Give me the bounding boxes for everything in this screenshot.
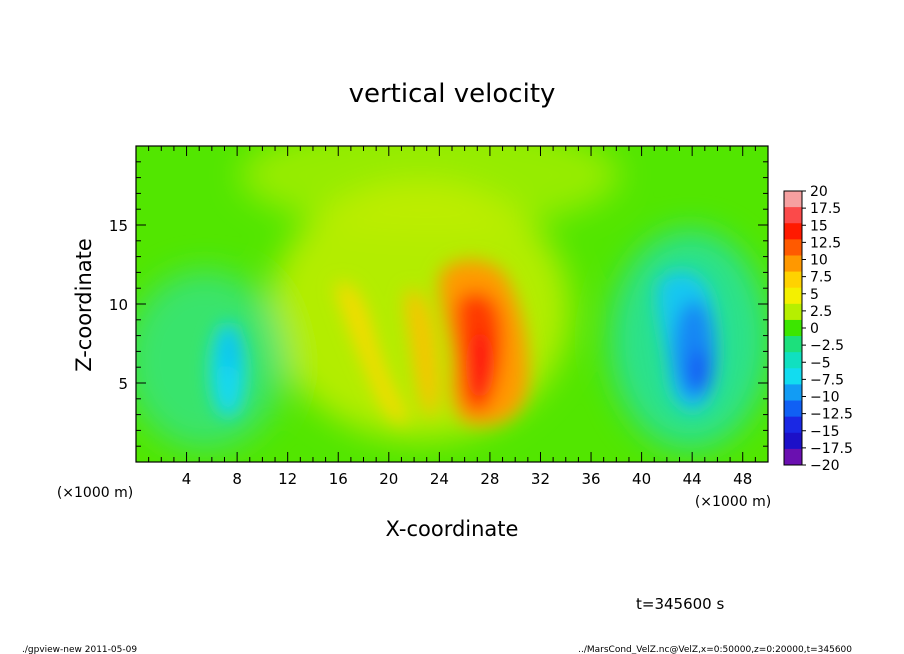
x-tick-label: 20 xyxy=(379,470,398,488)
x-tick-label: 40 xyxy=(632,470,651,488)
colorbar-label: −15 xyxy=(810,424,840,440)
colorbar-swatch xyxy=(784,239,802,256)
x-tick-label: 48 xyxy=(733,470,752,488)
colorbar-label: −2.5 xyxy=(810,338,844,354)
left-teal-glow xyxy=(136,270,285,450)
colorbar-swatch xyxy=(784,352,802,369)
y-axis-title: Z-coordinate xyxy=(72,238,96,372)
colorbar-swatch xyxy=(784,400,802,418)
updraft-core-peak xyxy=(466,331,494,399)
downdraft-right-core xyxy=(689,350,711,394)
x-tick-label: 36 xyxy=(581,470,600,488)
x-tick-label: 32 xyxy=(531,470,550,488)
colorbar-swatch xyxy=(784,271,802,289)
x-tick-label: 16 xyxy=(329,470,348,488)
colorbar-label: 10 xyxy=(810,253,828,269)
x-tick-label: 24 xyxy=(430,470,449,488)
colorbar-label: −7.5 xyxy=(810,372,844,388)
footer-right: ../MarsCond_VelZ.nc@VelZ,x=0:50000,z=0:2… xyxy=(578,645,852,654)
colorbar-swatch xyxy=(784,432,802,450)
colorbar-swatch xyxy=(784,287,802,305)
x-tick-label: 28 xyxy=(480,470,499,488)
downdraft-left-core xyxy=(222,328,238,372)
x-tick-label: 12 xyxy=(278,470,297,488)
colorbar-swatch xyxy=(784,223,802,240)
y-tick-label: 10 xyxy=(109,296,128,314)
time-annotation: t=345600 s xyxy=(636,595,724,613)
colorbar-label: −10 xyxy=(810,390,840,406)
colorbar-swatch xyxy=(784,368,802,385)
y-tick-label: 15 xyxy=(109,217,128,235)
colorbar-swatch xyxy=(784,255,802,272)
colorbar-label: 0 xyxy=(810,321,819,337)
chart-title: vertical velocity xyxy=(349,79,556,109)
x-tick-label: 4 xyxy=(182,470,192,488)
colorbar-label: 15 xyxy=(810,218,828,234)
colorbar-label: 20 xyxy=(810,184,828,200)
y-tick-label: 5 xyxy=(118,375,128,393)
colorbar-swatch xyxy=(784,384,802,401)
colorbar-swatch xyxy=(784,207,802,224)
colorbar-label: 5 xyxy=(810,287,819,303)
x-unit-left: (×1000 m) xyxy=(57,485,133,501)
updraft-band-left xyxy=(335,282,410,424)
colorbar-swatch xyxy=(784,191,802,208)
footer-left: ./gpview-new 2011-05-09 xyxy=(22,645,137,654)
colorbar-label: −5 xyxy=(810,355,831,371)
colorbar-swatch xyxy=(784,336,802,353)
colorbar-label: 12.5 xyxy=(810,235,841,251)
x-unit-right: (×1000 m) xyxy=(695,494,771,510)
colorbar-label: −12.5 xyxy=(810,407,853,423)
colorbar-swatch xyxy=(784,319,802,337)
x-axis-title: X-coordinate xyxy=(386,517,519,541)
colorbar-label: −20 xyxy=(810,458,840,474)
colorbar-swatch xyxy=(784,448,802,466)
updraft-band-mid xyxy=(405,289,439,420)
colorbar-label: 7.5 xyxy=(810,270,832,286)
x-tick-label: 44 xyxy=(683,470,702,488)
colorbar-label: −17.5 xyxy=(810,441,853,457)
colorbar-swatch xyxy=(784,416,802,434)
colorbar-label: 17.5 xyxy=(810,201,841,217)
colorbar-label: 2.5 xyxy=(810,304,832,320)
plot-area xyxy=(136,146,768,462)
colorbar-swatch xyxy=(784,303,802,321)
x-tick-label: 8 xyxy=(232,470,242,488)
